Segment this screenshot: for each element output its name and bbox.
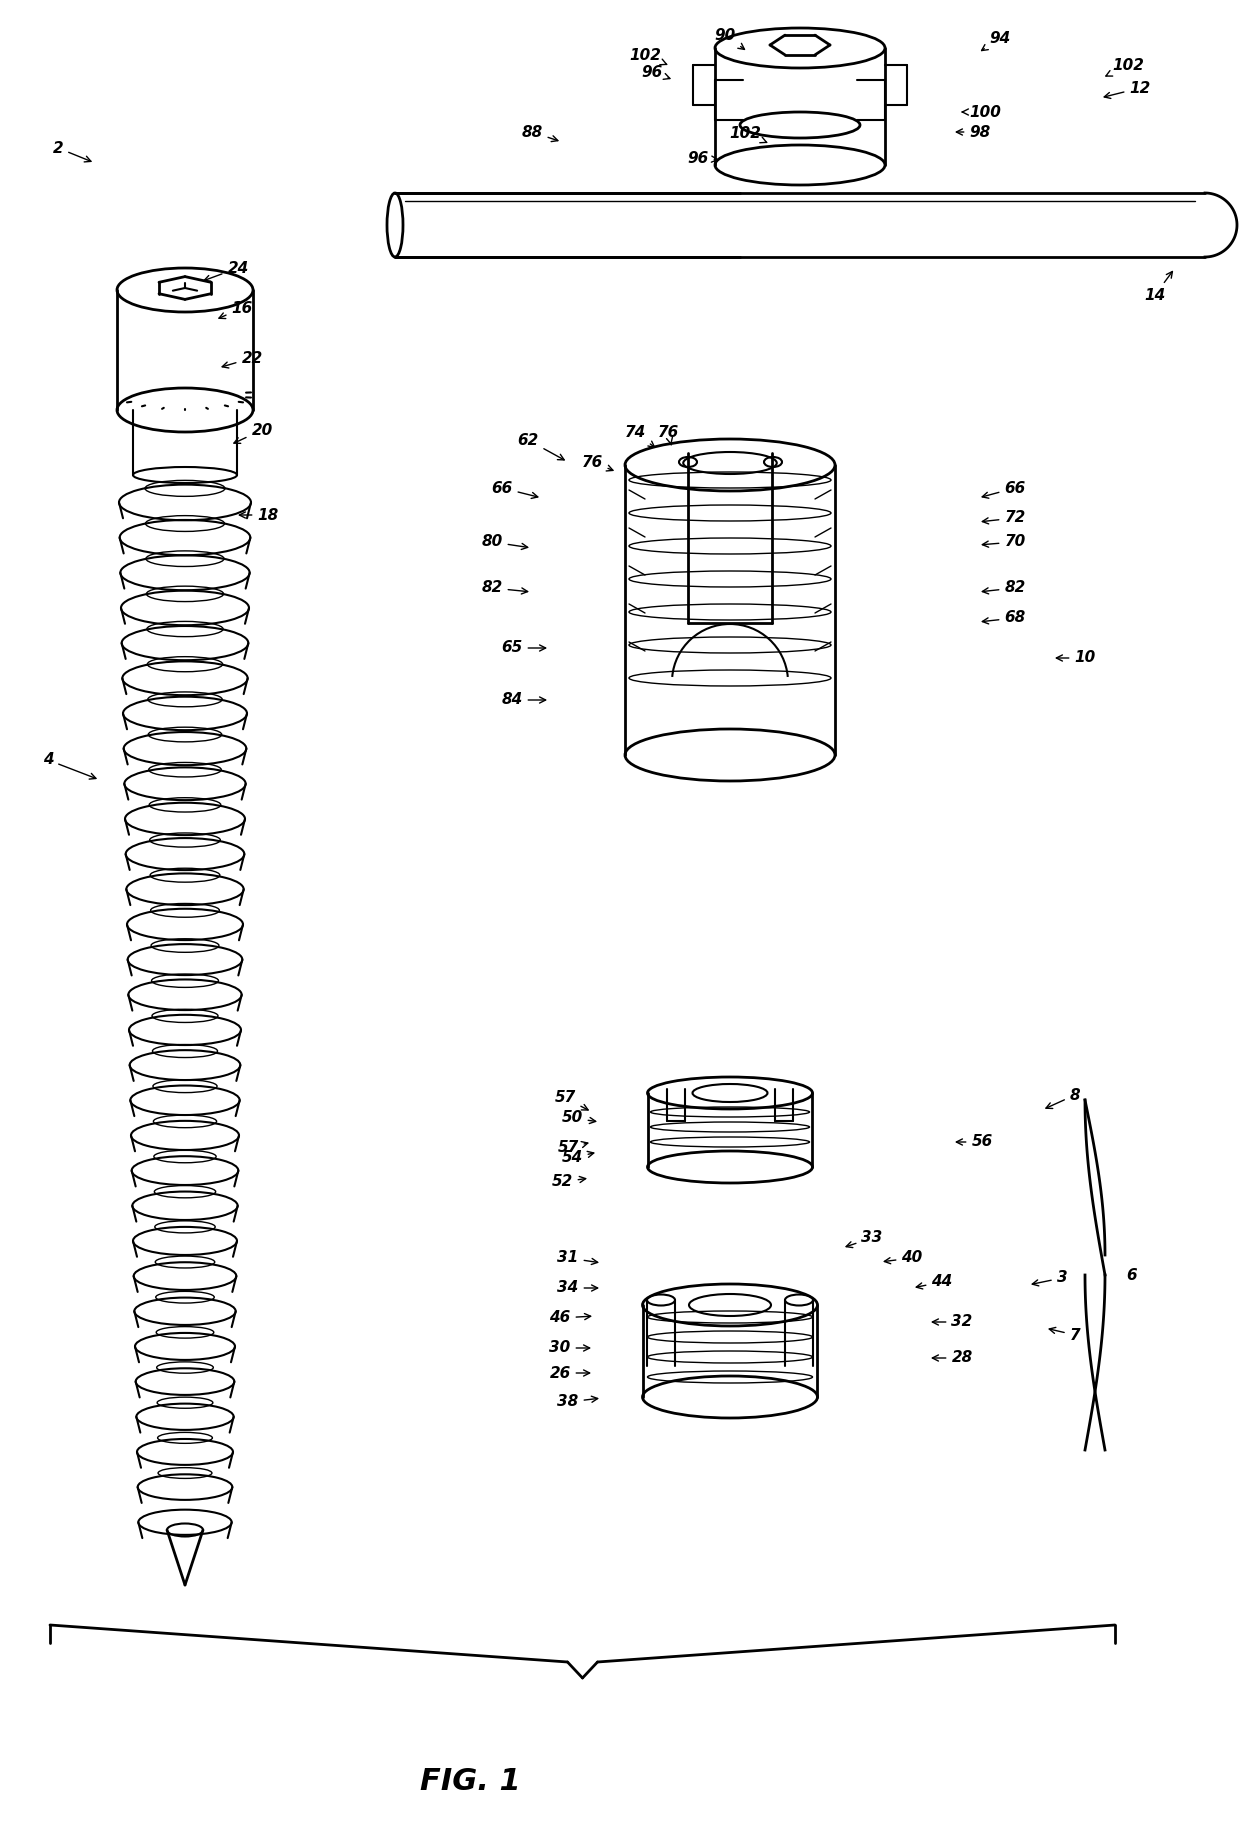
Text: 82: 82 [481,580,528,595]
Ellipse shape [764,456,782,467]
Text: 31: 31 [557,1250,598,1265]
Text: 96: 96 [687,150,718,166]
Text: 52: 52 [552,1175,585,1190]
Text: 12: 12 [1104,80,1151,99]
Text: 14: 14 [1145,272,1173,303]
Text: 4: 4 [42,752,95,779]
Text: 68: 68 [982,611,1025,626]
Text: 66: 66 [982,480,1025,498]
Text: 10: 10 [1056,650,1096,666]
Ellipse shape [680,456,697,467]
Text: 50: 50 [562,1110,595,1126]
Text: 8: 8 [1047,1088,1080,1108]
Text: 57: 57 [554,1091,588,1110]
Text: 16: 16 [219,301,253,319]
Text: 98: 98 [956,124,991,139]
Text: 80: 80 [481,535,528,549]
Text: 54: 54 [562,1150,594,1166]
Text: 18: 18 [239,507,279,522]
Text: 96: 96 [641,64,670,80]
Text: 102: 102 [629,47,667,64]
Text: 82: 82 [982,580,1025,595]
Text: 62: 62 [517,433,564,460]
Text: 65: 65 [501,641,546,655]
Text: 20: 20 [234,423,273,443]
Text: 56: 56 [956,1135,993,1150]
Text: 66: 66 [491,480,538,498]
Text: 34: 34 [557,1281,598,1296]
Text: 100: 100 [962,104,1001,119]
Text: 24: 24 [205,261,249,281]
Text: 2: 2 [52,141,91,162]
Text: 72: 72 [982,511,1025,526]
Text: 74: 74 [625,425,655,447]
Text: 76: 76 [657,425,678,445]
Text: 3: 3 [1032,1270,1068,1287]
Text: 88: 88 [521,124,558,142]
Text: 76: 76 [582,454,613,471]
Text: 44: 44 [916,1274,952,1290]
Text: 46: 46 [549,1310,590,1325]
Text: 40: 40 [884,1250,923,1265]
Text: 38: 38 [557,1394,598,1409]
Text: 26: 26 [549,1365,590,1380]
Text: 30: 30 [549,1341,590,1356]
Text: FIG. 1: FIG. 1 [419,1767,521,1796]
Text: 28: 28 [932,1350,972,1365]
Text: 33: 33 [846,1230,883,1248]
Text: 102: 102 [1106,58,1145,77]
Text: 94: 94 [982,31,1011,51]
Text: 70: 70 [982,535,1025,549]
Ellipse shape [740,111,861,139]
Text: 7: 7 [1049,1327,1080,1343]
Text: 102: 102 [729,126,766,142]
Text: 84: 84 [501,692,546,708]
Text: 90: 90 [714,27,744,49]
Text: 32: 32 [932,1314,972,1329]
Text: 57: 57 [557,1141,588,1155]
Text: 22: 22 [222,350,263,369]
Text: 6: 6 [1127,1268,1137,1283]
